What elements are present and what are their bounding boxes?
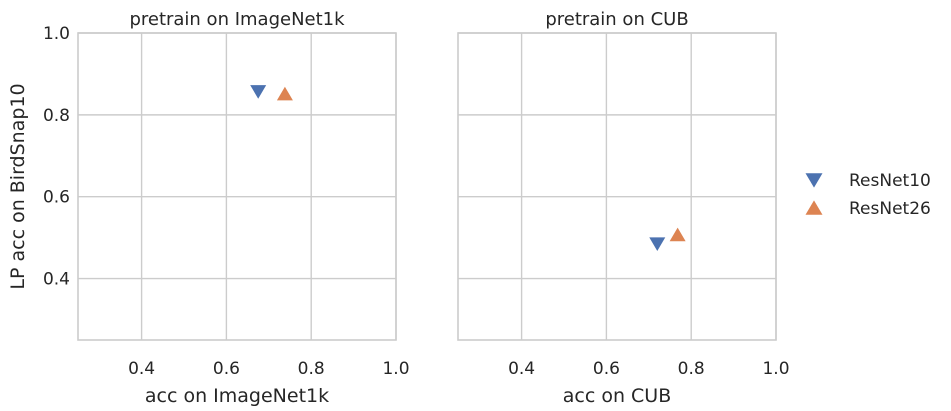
panel-1: 0.4 0.6 0.8 1.0 0.4 0.6 0.8 1.0 pretrain on Imag… (7, 9, 410, 407)
panel-2: 0.4 0.6 0.8 1.0 pretrain on CUB acc on CUB (457, 9, 790, 407)
panel-title: pretrain on CUB (545, 9, 688, 30)
data-point-resnet26 (276, 86, 293, 101)
data-point-resnet10 (250, 85, 267, 99)
x-tick-label: 0.8 (678, 359, 705, 379)
legend-marker-resnet10 (805, 173, 823, 188)
data-point-resnet26 (669, 227, 686, 242)
panel-title: pretrain on ImageNet1k (129, 9, 345, 30)
x-axis-label: acc on ImageNet1k (145, 385, 329, 407)
panels: 0.4 0.6 0.8 1.0 0.4 0.6 0.8 1.0 pretrain on Imag… (7, 9, 790, 407)
x-tick-label: 0.4 (508, 359, 535, 379)
legend-marker-resnet26 (805, 200, 823, 215)
y-tick-label: 0.6 (43, 188, 70, 208)
legend-label: ResNet10 (849, 171, 931, 191)
axes-frame (77, 32, 397, 341)
y-tick-label: 1.0 (43, 24, 70, 44)
data-point-resnet10 (649, 237, 666, 252)
axes-frame (457, 32, 777, 341)
legend: ResNet10 ResNet26 (805, 171, 931, 219)
y-axis-label: LP acc on BirdSnap10 (7, 83, 29, 289)
x-tick-label: 0.8 (298, 359, 325, 379)
y-tick-label: 0.8 (43, 106, 70, 126)
x-tick-label: 0.6 (213, 359, 240, 379)
x-tick-label: 0.6 (593, 359, 620, 379)
legend-label: ResNet26 (849, 199, 931, 219)
x-tick-label: 1.0 (382, 359, 409, 379)
x-tick-label: 1.0 (762, 359, 789, 379)
y-tick-label: 0.4 (43, 270, 70, 290)
x-axis-label: acc on CUB (563, 385, 672, 407)
x-tick-label: 0.4 (128, 359, 155, 379)
